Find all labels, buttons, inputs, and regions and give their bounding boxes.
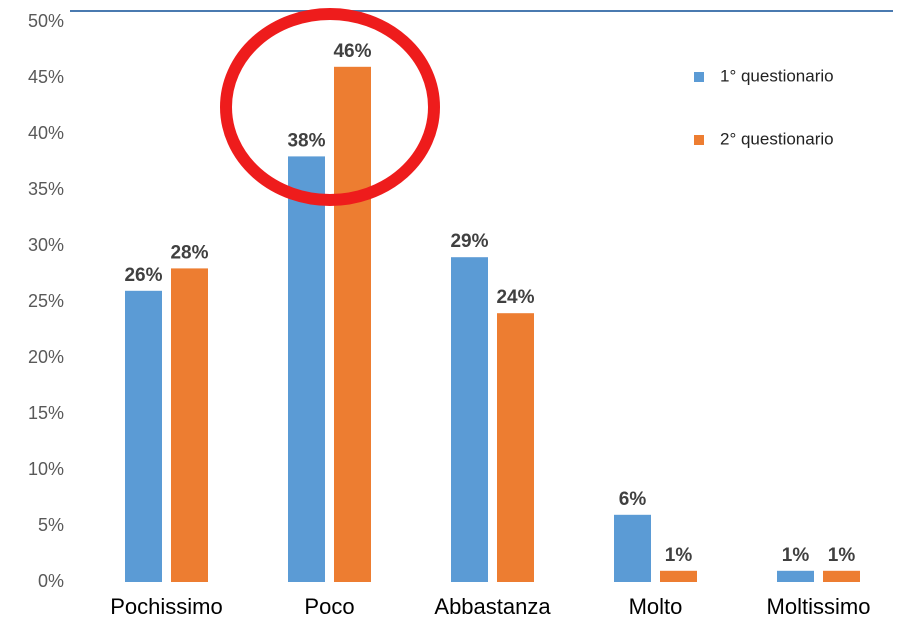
x-tick-label: Abbastanza	[434, 594, 551, 619]
x-tick-label: Moltissimo	[767, 594, 871, 619]
legend-label: 2° questionario	[720, 129, 834, 148]
value-label: 24%	[496, 287, 534, 308]
y-tick-label: 20%	[28, 347, 64, 367]
y-tick-label: 10%	[28, 459, 64, 479]
value-label: 1%	[828, 545, 856, 566]
bar	[171, 268, 208, 582]
value-label: 1%	[665, 545, 693, 566]
bar	[334, 66, 371, 583]
x-tick-label: Poco	[304, 594, 354, 619]
value-label: 29%	[450, 231, 488, 252]
highlight-circle	[220, 8, 440, 206]
y-tick-label: 0%	[38, 571, 64, 591]
bar	[125, 290, 162, 582]
y-tick-label: 5%	[38, 515, 64, 535]
x-tick-label: Molto	[629, 594, 683, 619]
y-tick-label: 35%	[28, 179, 64, 199]
y-tick-label: 50%	[28, 11, 64, 31]
bar	[451, 257, 488, 582]
value-label: 28%	[170, 242, 208, 263]
y-tick-label: 30%	[28, 235, 64, 255]
bar	[823, 570, 860, 582]
value-label: 46%	[333, 41, 371, 62]
x-tick-label: Pochissimo	[110, 594, 222, 619]
y-tick-label: 15%	[28, 403, 64, 423]
value-label: 1%	[782, 545, 810, 566]
y-tick-label: 40%	[28, 123, 64, 143]
y-tick-label: 25%	[28, 291, 64, 311]
legend-label: 1° questionario	[720, 66, 834, 85]
value-label: 38%	[287, 130, 325, 151]
value-label: 6%	[619, 489, 647, 510]
y-tick-label: 45%	[28, 67, 64, 87]
bar	[614, 514, 651, 582]
value-label: 26%	[124, 265, 162, 286]
bar	[288, 156, 325, 582]
bar	[777, 570, 814, 582]
legend-swatch	[694, 135, 704, 145]
bar	[497, 313, 534, 582]
bar	[660, 570, 697, 582]
legend-swatch	[694, 72, 704, 82]
